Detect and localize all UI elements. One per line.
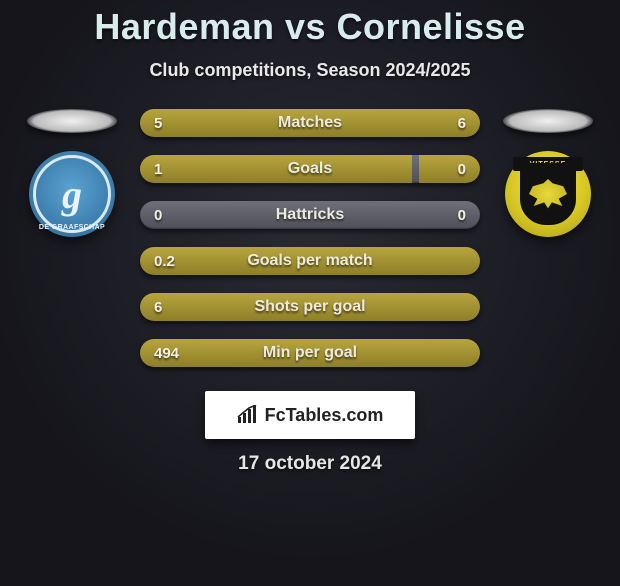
right-team-column: VITESSE bbox=[498, 109, 598, 237]
eagle-icon bbox=[529, 179, 567, 209]
bar-chart-icon bbox=[237, 405, 259, 425]
subtitle: Club competitions, Season 2024/2025 bbox=[0, 60, 620, 81]
footer-date: 17 october 2024 bbox=[0, 453, 620, 475]
stat-row: 0 0Hattricks bbox=[140, 201, 480, 229]
left-shadow-ellipse bbox=[27, 109, 117, 133]
stat-row: 56Matches bbox=[140, 109, 480, 137]
footer-brand-text: FcTables.com bbox=[265, 405, 384, 426]
stats-column: 56Matches 10Goals 0 0Hattricks 0.2Goals per … bbox=[140, 109, 480, 367]
crest-label: DE GRAAFSCHAP bbox=[39, 224, 105, 231]
right-shadow-ellipse bbox=[503, 109, 593, 133]
stat-fill-left bbox=[140, 293, 480, 321]
stat-left-value: 0 bbox=[154, 201, 162, 229]
stat-fill-right bbox=[419, 155, 480, 183]
stat-row: 10Goals bbox=[140, 155, 480, 183]
crest-ring bbox=[33, 155, 111, 233]
right-team-crest: VITESSE bbox=[505, 151, 591, 237]
left-team-crest: g DE GRAAFSCHAP bbox=[29, 151, 115, 237]
crest-shield bbox=[520, 163, 576, 225]
stat-row: 0.2Goals per match bbox=[140, 247, 480, 275]
stat-right-value: 0 bbox=[458, 201, 466, 229]
stat-label: Hattricks bbox=[140, 201, 480, 229]
footer-brand-badge: FcTables.com bbox=[205, 391, 415, 439]
stat-row: 494Min per goal bbox=[140, 339, 480, 367]
stat-row: 6Shots per goal bbox=[140, 293, 480, 321]
stat-fill-left bbox=[140, 339, 480, 367]
page-title: Hardeman vs Cornelisse bbox=[0, 6, 620, 48]
comparison-layout: g DE GRAAFSCHAP 56Matches 10Goals 0 0Hattri… bbox=[0, 109, 620, 367]
left-team-column: g DE GRAAFSCHAP bbox=[22, 109, 122, 237]
stat-fill-left bbox=[140, 155, 412, 183]
stat-fill-right bbox=[293, 109, 480, 137]
stat-fill-left bbox=[140, 109, 293, 137]
stat-fill-left bbox=[140, 247, 480, 275]
